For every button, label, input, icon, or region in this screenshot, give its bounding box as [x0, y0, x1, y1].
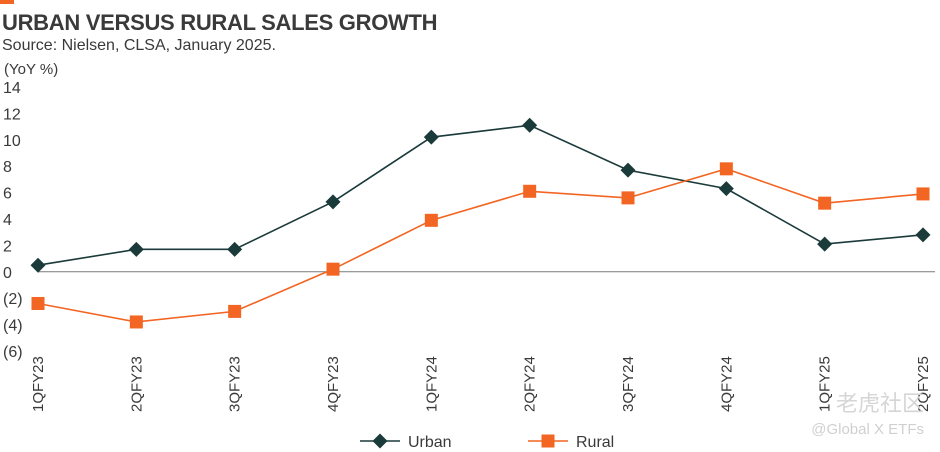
x-tick-label: 1QFY25 — [817, 356, 834, 412]
x-axis-ticks: 1QFY23 2QFY23 3QFY23 4QFY23 1QFY24 2QFY24 3QFY… — [30, 356, 932, 412]
x-tick-label: 1QFY23 — [30, 356, 47, 412]
x-tick-label: 2QFY25 — [915, 356, 932, 412]
data-point-urban — [30, 257, 46, 273]
x-tick-label: 1QFY24 — [423, 356, 440, 412]
data-point-urban — [620, 162, 636, 178]
x-tick-label: 3QFY24 — [620, 356, 637, 412]
y-tick-label: 4 — [3, 212, 12, 229]
chart-title: URBAN VERSUS RURAL SALES GROWTH — [2, 10, 438, 35]
data-point-urban — [817, 236, 833, 252]
y-tick-label: 10 — [3, 133, 21, 150]
watermark-handle: @Global X ETFs — [811, 421, 924, 438]
data-point-rural — [228, 304, 242, 318]
data-point-urban — [718, 181, 734, 197]
x-tick-label: 4QFY24 — [718, 356, 735, 412]
data-point-urban — [227, 241, 243, 257]
data-point-rural — [31, 296, 45, 310]
x-tick-label: 3QFY23 — [227, 356, 244, 412]
data-point-urban — [423, 129, 439, 145]
series-line-rural — [37, 167, 924, 323]
legend-label-urban: Urban — [408, 434, 452, 451]
chart-subtitle: Source: Nielsen, CLSA, January 2025. — [2, 37, 276, 54]
y-tick-label: 8 — [3, 159, 12, 176]
y-tick-label: 0 — [3, 265, 12, 282]
y-tick-label: (2) — [3, 291, 23, 308]
data-point-rural — [523, 184, 537, 198]
x-tick-label: 4QFY23 — [325, 356, 342, 412]
data-point-rural — [326, 262, 340, 276]
y-axis-ticks: 14 12 10 8 6 4 2 0 (2) (4) (6) — [3, 80, 23, 361]
legend-marker-rural — [541, 434, 555, 448]
series-lines — [37, 124, 924, 323]
y-tick-label: (4) — [3, 318, 23, 335]
data-point-urban — [522, 117, 538, 133]
y-tick-label: 14 — [3, 80, 21, 97]
series-line-urban — [37, 124, 924, 266]
y-axis-unit-label: (YoY %) — [4, 61, 59, 78]
data-point-urban — [915, 227, 931, 243]
y-tick-label: 6 — [3, 186, 12, 203]
x-tick-label: 2QFY24 — [522, 356, 539, 412]
data-point-rural — [818, 196, 832, 210]
legend-label-rural: Rural — [576, 434, 614, 451]
data-point-rural — [621, 191, 635, 205]
data-point-urban — [128, 241, 144, 257]
accent-bar — [0, 0, 14, 4]
legend: Urban Rural — [360, 433, 614, 451]
y-tick-label: 12 — [3, 106, 21, 123]
data-point-rural — [719, 162, 733, 176]
data-point-rural — [424, 213, 438, 227]
data-point-rural — [129, 315, 143, 329]
data-point-rural — [916, 187, 930, 201]
data-point-urban — [325, 194, 341, 210]
y-tick-label: 2 — [3, 238, 12, 255]
watermark-text: 老虎社区 — [835, 391, 924, 416]
series-markers — [30, 117, 931, 329]
x-tick-label: 2QFY23 — [128, 356, 145, 412]
legend-marker-urban — [372, 433, 388, 449]
y-tick-label: (6) — [3, 344, 23, 361]
